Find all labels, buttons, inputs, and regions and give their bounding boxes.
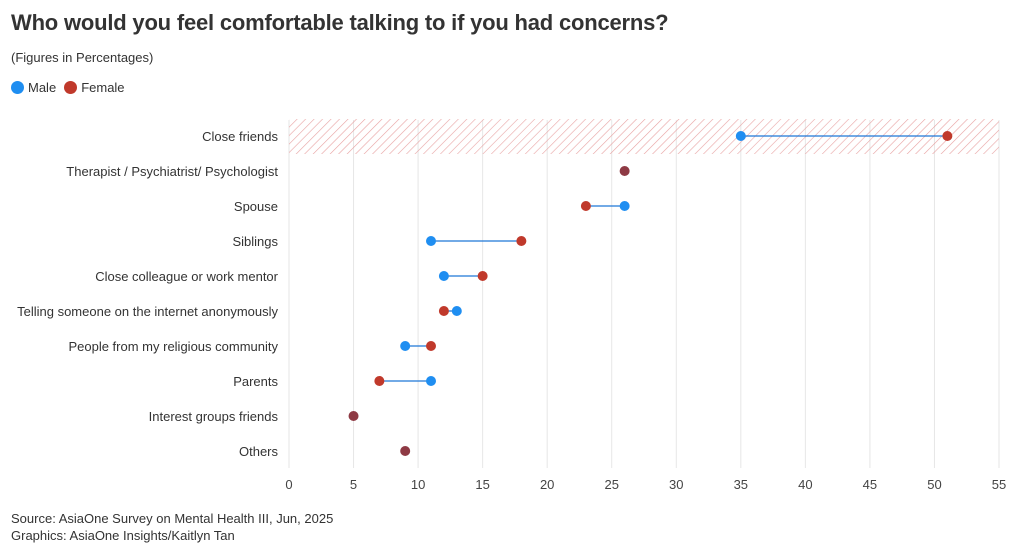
x-tick-label: 55 <box>992 477 1006 492</box>
category-label: Close friends <box>202 129 278 144</box>
female-dot-icon <box>64 81 78 94</box>
female-point[interactable] <box>438 306 449 316</box>
male-point[interactable] <box>451 306 462 316</box>
x-tick-label: 35 <box>734 477 748 492</box>
overlap-point[interactable] <box>619 166 630 176</box>
footer: Source: AsiaOne Survey on Mental Health … <box>11 510 333 544</box>
category-label: Telling someone on the internet anonymou… <box>17 304 278 319</box>
overlap-point[interactable] <box>400 446 411 456</box>
x-tick-label: 45 <box>863 477 877 492</box>
category-label: Spouse <box>234 199 278 214</box>
male-point[interactable] <box>735 131 746 141</box>
x-tick-label: 40 <box>798 477 812 492</box>
male-dot-icon <box>11 81 24 94</box>
legend-item-female[interactable]: Female <box>64 80 125 95</box>
chart-title: Who would you feel comfortable talking t… <box>11 10 669 35</box>
grid-layer <box>288 120 1000 468</box>
male-point[interactable] <box>426 236 436 246</box>
overlap-point[interactable] <box>348 411 359 421</box>
legend-label-male: Male <box>28 80 57 95</box>
x-tick-label: 5 <box>350 477 357 492</box>
x-axis-ticks: 0 5 10 15 20 25 30 35 40 45 50 55 <box>285 477 1006 492</box>
female-point[interactable] <box>516 236 527 246</box>
female-point[interactable] <box>942 131 953 141</box>
male-point[interactable] <box>400 341 411 351</box>
x-tick-label: 10 <box>411 477 425 492</box>
category-label: Close colleague or work mentor <box>95 269 278 284</box>
female-point[interactable] <box>426 341 436 351</box>
male-point[interactable] <box>438 271 449 281</box>
x-tick-label: 50 <box>927 477 941 492</box>
category-label: Siblings <box>232 234 278 249</box>
legend: Male Female <box>11 80 133 95</box>
legend-label-female: Female <box>81 80 125 95</box>
female-point[interactable] <box>580 201 591 211</box>
female-point[interactable] <box>477 271 488 281</box>
legend-item-male[interactable]: Male <box>11 80 56 95</box>
category-label: People from my religious community <box>68 339 278 354</box>
male-point[interactable] <box>426 376 436 386</box>
x-tick-label: 15 <box>475 477 489 492</box>
chart-subtitle: (Figures in Percentages) <box>11 50 154 65</box>
data-marks <box>348 131 953 456</box>
category-label: Therapist / Psychiatrist/ Psychologist <box>66 164 278 179</box>
x-tick-label: 25 <box>604 477 618 492</box>
female-point[interactable] <box>374 376 385 386</box>
category-label: Interest groups friends <box>149 409 279 424</box>
source-note: Source: AsiaOne Survey on Mental Health … <box>11 511 334 526</box>
graphics-credit: Graphics: AsiaOne Insights/Kaitlyn Tan <box>11 528 235 543</box>
x-tick-label: 20 <box>540 477 554 492</box>
x-tick-label: 0 <box>285 477 292 492</box>
male-point[interactable] <box>619 201 630 211</box>
category-label: Others <box>239 444 279 459</box>
category-label: Parents <box>233 374 278 389</box>
category-labels: Close friends Therapist / Psychiatrist/ P… <box>17 129 279 459</box>
x-tick-label: 30 <box>669 477 683 492</box>
